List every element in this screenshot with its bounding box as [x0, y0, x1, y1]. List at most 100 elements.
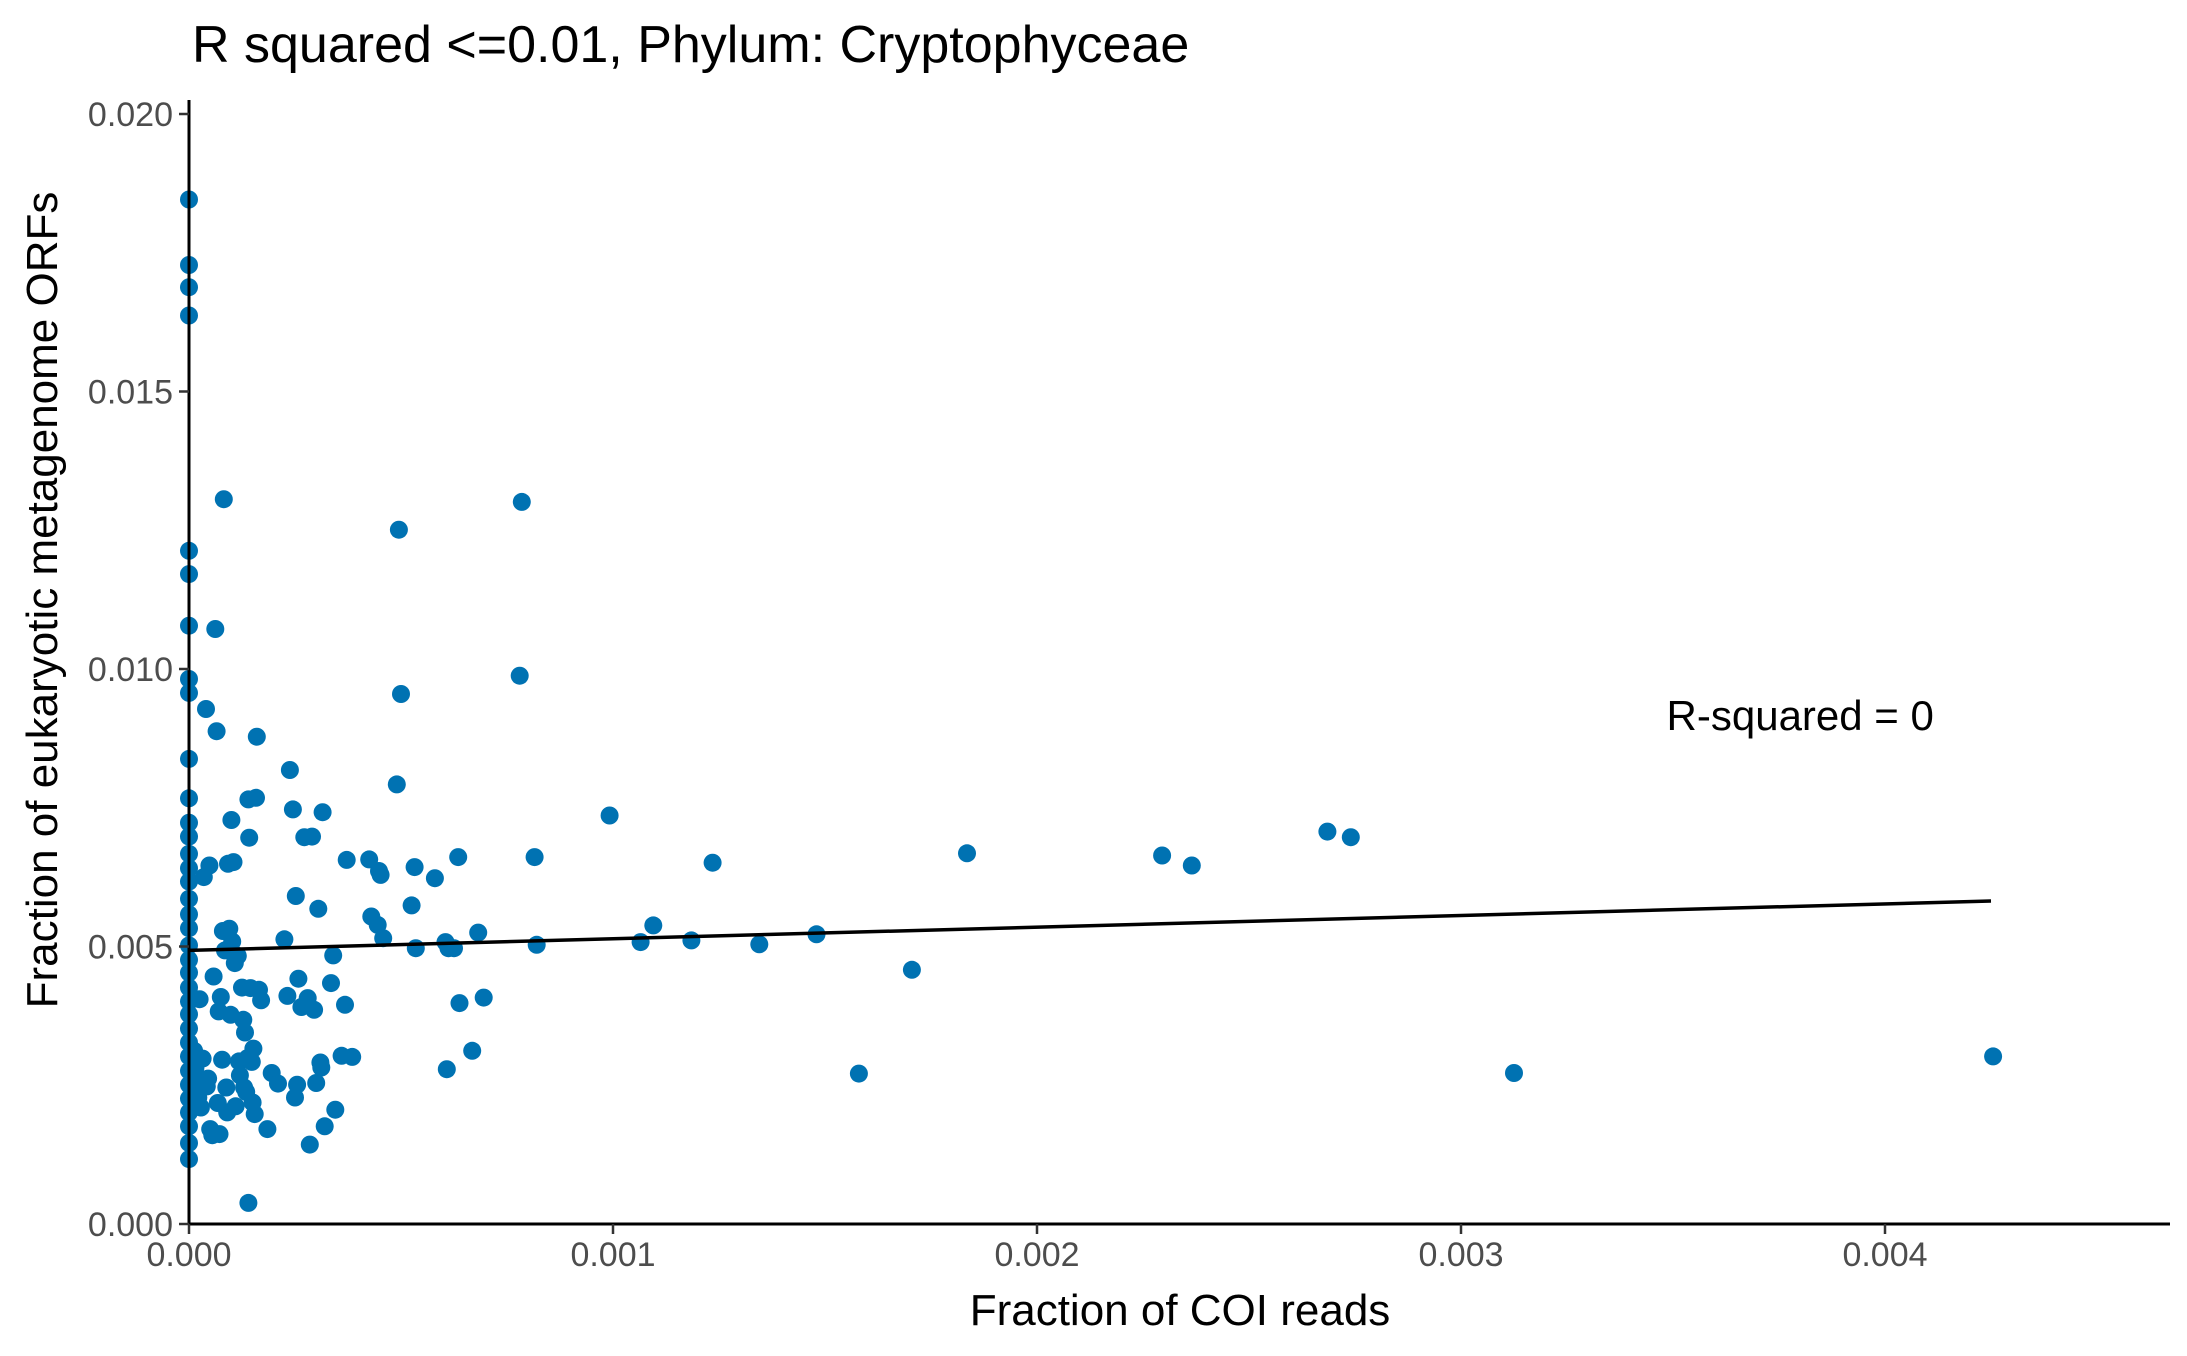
data-point: [244, 1039, 263, 1058]
data-point: [510, 666, 529, 685]
data-point: [200, 856, 219, 875]
data-point: [682, 931, 701, 950]
data-point: [469, 923, 488, 942]
y-tick-label: 0.005: [88, 929, 173, 967]
x-tick-label: 0.001: [570, 1236, 655, 1274]
data-point: [193, 1049, 212, 1068]
data-point: [247, 788, 265, 807]
data-point: [512, 492, 531, 511]
data-point: [303, 827, 321, 846]
data-point: [247, 727, 266, 746]
data-point: [525, 848, 544, 867]
data-point: [214, 490, 233, 509]
data-point: [324, 946, 343, 965]
data-point: [204, 967, 223, 986]
data-point: [289, 969, 308, 988]
x-tick-label: 0.003: [1418, 1236, 1503, 1274]
data-point: [437, 1060, 456, 1079]
data-point: [210, 1125, 229, 1144]
y-tick-label: 0.000: [88, 1206, 173, 1244]
data-point: [288, 1075, 307, 1094]
data-point: [258, 1120, 277, 1139]
data-point: [242, 1052, 261, 1071]
data-point: [197, 700, 215, 718]
data-point: [315, 1117, 334, 1136]
data-point: [213, 1050, 232, 1069]
r-squared-annotation: R-squared = 0: [1667, 692, 1934, 739]
data-point: [527, 935, 546, 954]
data-point: [245, 1105, 264, 1124]
data-point: [326, 1100, 345, 1119]
data-point: [191, 1098, 210, 1117]
data-point: [1984, 1047, 2003, 1066]
data-point: [280, 761, 299, 779]
y-tick-label: 0.020: [88, 96, 173, 134]
data-point: [1505, 1064, 1523, 1082]
data-point: [283, 800, 302, 819]
data-point: [313, 803, 332, 822]
data-point: [1318, 822, 1337, 841]
data-point: [902, 960, 921, 979]
data-point: [300, 1135, 319, 1154]
data-point: [449, 848, 468, 867]
chart-title: R squared <=0.01, Phylum: Cryptophyceae: [192, 16, 1189, 74]
y-tick-label: 0.010: [88, 651, 173, 689]
data-point: [286, 887, 305, 905]
x-axis-title: Fraction of COI reads: [970, 1286, 1391, 1335]
data-point: [305, 1000, 324, 1019]
data-point: [1182, 856, 1201, 875]
data-point: [307, 1074, 326, 1092]
data-point: [1153, 846, 1172, 865]
regression-line: [188, 899, 1992, 953]
data-point: [1341, 828, 1360, 847]
axes: 0.000 0.001 0.002 0.003 0.004 0.000 0.005 0.010…: [88, 96, 2170, 1274]
data-point: [631, 933, 650, 952]
data-point: [958, 844, 976, 863]
data-point: [374, 929, 393, 948]
x-tick-label: 0.000: [146, 1236, 231, 1274]
data-point: [849, 1064, 868, 1083]
data-point: [206, 620, 225, 638]
data-point: [309, 899, 328, 918]
data-point: [199, 1069, 218, 1088]
data-point: [389, 520, 408, 539]
data-point: [392, 685, 410, 703]
x-tick-label: 0.002: [994, 1236, 1079, 1274]
data-point: [750, 935, 769, 954]
data-point: [371, 865, 390, 884]
data-point: [217, 1078, 236, 1097]
y-tick-label: 0.015: [88, 374, 173, 412]
data-point: [278, 986, 297, 1005]
data-point: [275, 930, 294, 949]
data-point: [269, 1074, 287, 1093]
data-point: [222, 811, 241, 829]
data-point: [190, 990, 209, 1009]
data-point: [239, 1193, 258, 1212]
data-point: [703, 853, 722, 872]
x-tick-label: 0.004: [1842, 1236, 1927, 1274]
data-point: [343, 1047, 362, 1066]
data-point: [337, 850, 356, 869]
data-point: [405, 858, 424, 877]
data-point: [228, 946, 247, 965]
y-axis-title: Fraction of eukaryotic metagenome ORFs: [18, 192, 67, 1009]
data-point: [322, 974, 340, 993]
data-point: [425, 869, 444, 888]
data-point: [224, 853, 243, 872]
data-point: [644, 916, 663, 935]
data-point: [240, 828, 259, 847]
data-point: [223, 932, 242, 951]
data-point: [600, 806, 619, 825]
data-point: [211, 988, 230, 1006]
data-point: [406, 939, 425, 958]
data-point: [207, 722, 226, 741]
data-point: [226, 1097, 245, 1116]
data-point: [463, 1041, 482, 1060]
data-point: [252, 991, 271, 1010]
data-point: [450, 994, 469, 1013]
data-point: [312, 1058, 331, 1077]
data-point: [236, 1023, 254, 1042]
data-point: [474, 988, 493, 1007]
